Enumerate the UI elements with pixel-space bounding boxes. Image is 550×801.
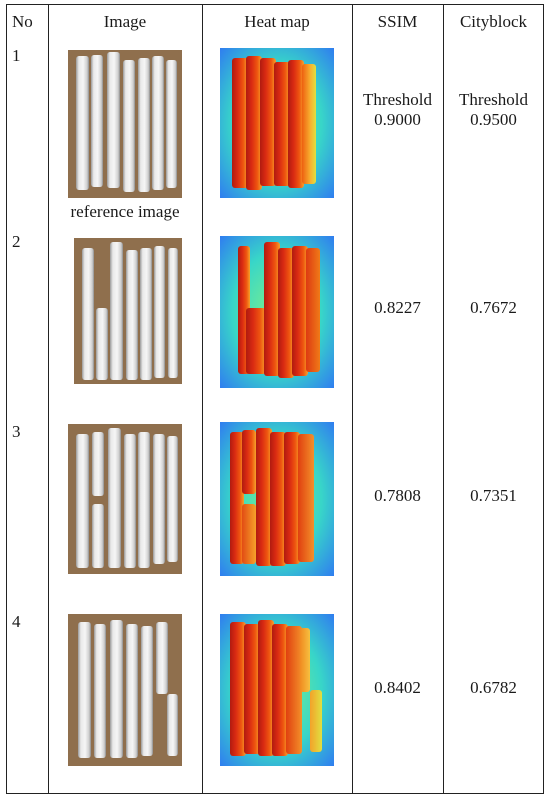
chalk-stick [167, 436, 178, 562]
chalk-stick [78, 622, 91, 758]
heat-region [306, 248, 320, 372]
chalk-photo [68, 614, 182, 766]
heat-region [292, 246, 308, 376]
heat-region [242, 504, 256, 564]
cityblock-threshold-label: Threshold [459, 90, 528, 109]
heat-region [244, 624, 260, 754]
heat-region [278, 248, 294, 378]
table-border-right [543, 4, 544, 794]
chalk-stick [124, 434, 136, 568]
column-divider [202, 4, 203, 794]
chalk-stick [152, 56, 164, 190]
heat-region [258, 620, 274, 756]
heat-region [230, 432, 244, 564]
heat-region [270, 432, 286, 566]
chalk-stick [154, 246, 165, 378]
chalk-photo [68, 424, 182, 574]
chalk-stick [138, 58, 150, 192]
row-number: 2 [12, 232, 21, 251]
chalk-stick [167, 694, 178, 756]
heat-region [232, 58, 248, 188]
cityblock-value: 0.7351 [470, 486, 517, 505]
header-heat-map: Heat map [244, 12, 310, 31]
header-image: Image [103, 12, 147, 31]
chalk-stick [110, 242, 123, 380]
table-border-top [6, 4, 544, 5]
chalk-stick [76, 434, 89, 568]
heat-region [288, 60, 304, 188]
chalk-stick [126, 250, 138, 380]
chalk-stick [96, 308, 108, 380]
heat-region [246, 308, 266, 374]
ssim-value: 0.7808 [374, 486, 421, 505]
chalk-stick [141, 626, 153, 756]
heat-region [230, 622, 246, 756]
heat-region [272, 624, 288, 756]
ssim-value: 0.8227 [374, 298, 421, 317]
heat-region [274, 62, 290, 186]
chalk-stick [92, 504, 104, 568]
heat-region [286, 626, 302, 754]
table-border-bottom [6, 793, 544, 794]
ssim-threshold-label: Threshold [363, 90, 432, 109]
results-table: No Image Heat map SSIM Cityblock 1 refer… [6, 4, 544, 794]
chalk-stick [82, 248, 94, 380]
chalk-stick [76, 56, 89, 190]
chalk-stick [153, 434, 165, 564]
chalk-stick [91, 55, 103, 187]
heat-region [256, 428, 272, 566]
heat-map-image [220, 48, 334, 198]
heat-region [298, 434, 314, 562]
heat-region [300, 628, 310, 692]
heat-region [242, 430, 256, 494]
chalk-stick [94, 624, 106, 758]
header-cityblock: Cityblock [459, 12, 528, 31]
heat-region [302, 64, 316, 184]
chalk-stick [140, 248, 152, 380]
header-ssim: SSIM [377, 12, 418, 31]
chalk-stick [156, 622, 168, 694]
heat-region [264, 242, 280, 376]
header-no: No [12, 12, 33, 31]
chalk-photo [68, 50, 182, 198]
chalk-stick [108, 428, 121, 568]
column-divider [443, 4, 444, 794]
chalk-stick [92, 432, 104, 496]
table-border-left [6, 4, 7, 794]
chalk-photo [74, 238, 182, 384]
chalk-stick [126, 624, 138, 758]
heat-region [284, 432, 300, 564]
heat-map-image [220, 614, 334, 766]
column-divider [48, 4, 49, 794]
column-divider [352, 4, 353, 794]
chalk-stick [166, 60, 177, 188]
row-number: 3 [12, 422, 21, 441]
chalk-stick [168, 248, 178, 378]
row-number: 1 [12, 46, 21, 65]
cityblock-value: 0.7672 [470, 298, 517, 317]
ssim-value: 0.8402 [374, 678, 421, 697]
chalk-stick [138, 432, 150, 568]
heat-map-image [220, 422, 334, 576]
heat-region [310, 690, 322, 752]
heat-region [246, 56, 262, 190]
ssim-value: 0.9000 [374, 110, 421, 129]
heat-region [260, 58, 276, 186]
image-caption: reference image [70, 202, 180, 221]
row-number: 4 [12, 612, 21, 631]
cityblock-value: 0.9500 [470, 110, 517, 129]
chalk-stick [110, 620, 123, 758]
cityblock-value: 0.6782 [470, 678, 517, 697]
chalk-stick [107, 52, 120, 188]
chalk-stick [123, 60, 135, 192]
heat-map-image [220, 236, 334, 388]
